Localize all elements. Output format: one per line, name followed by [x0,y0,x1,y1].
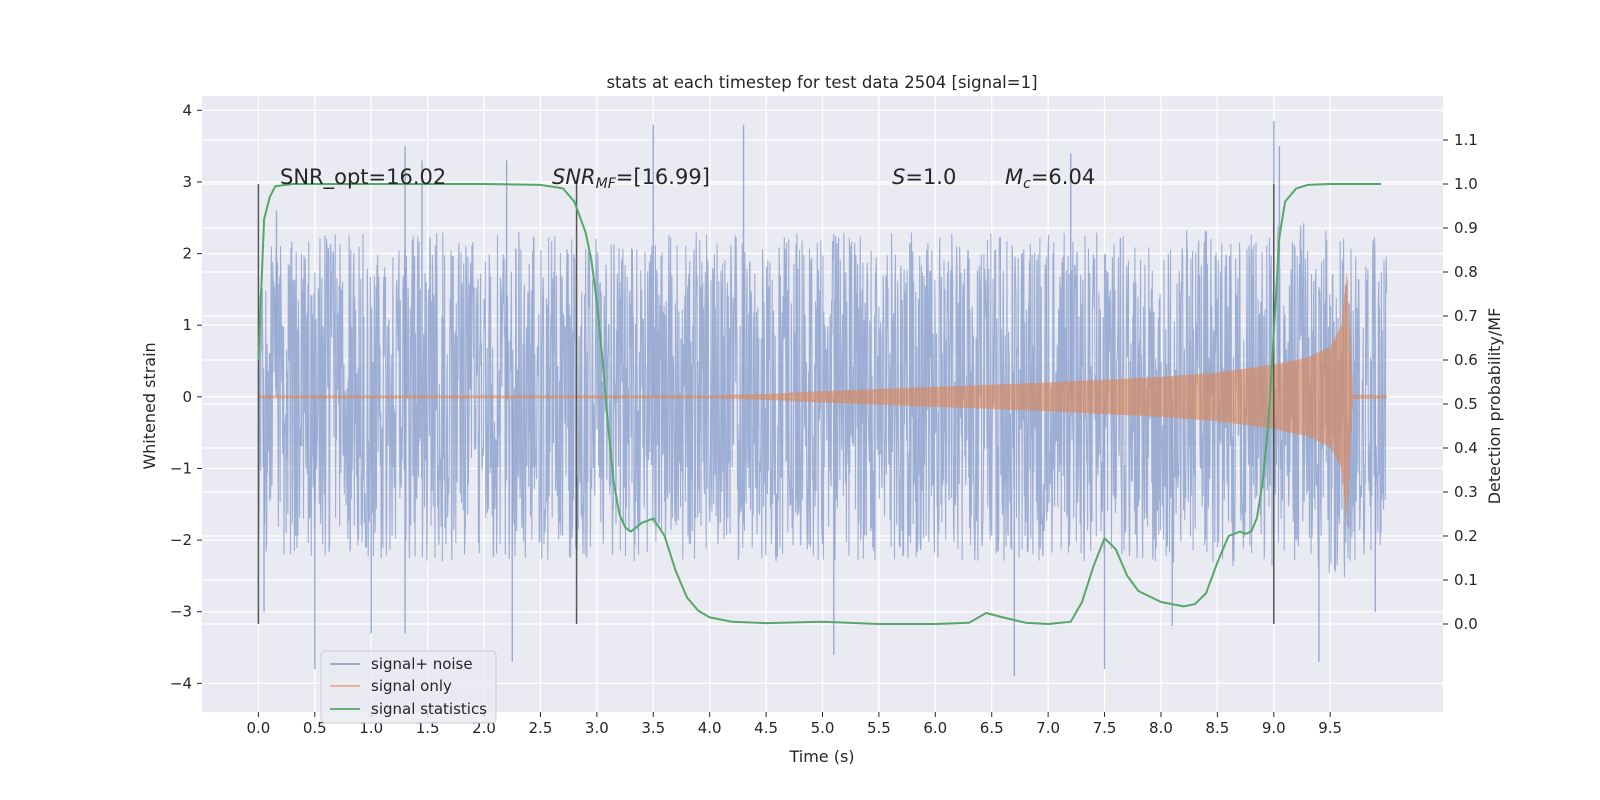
series-line-signal-plus-noise [257,223,1388,578]
series-line-signal-statistics [257,183,1381,625]
annotations: SNR_opt=16.02 SNRMF=[16.99] S=1.0 Mc=6.0… [280,165,1095,192]
y-right-tick-label: 0.5 [1454,395,1478,413]
annotation-s: S=1.0 [892,165,956,189]
legend: signal+ noise signal only signal statist… [320,650,497,724]
y-right-tick-label: 1.1 [1454,131,1478,149]
x-tick-label: 6.0 [923,719,947,737]
legend-label-signal-statistics: signal statistics [371,700,487,718]
y-tick-label: −4 [170,674,192,692]
x-tick-label: 9.0 [1262,719,1286,737]
legend-label-signal-only: signal only [371,677,452,695]
series-signal-only [257,273,1388,526]
x-tick-label: 7.0 [1036,719,1060,737]
series-line-signal-only [257,273,1388,526]
y-tick-label: 0 [182,388,192,406]
y-tick-label: 3 [182,173,192,191]
y-right-tick-label: 1.0 [1454,175,1478,193]
y-axis-right-ticks: 0.0 0.1 0.2 0.3 0.4 0.5 0.6 0.7 0.8 0.9 1.0 1.1 [1443,131,1478,633]
y-right-tick-label: 0.3 [1454,483,1478,501]
x-axis-title: Time (s) [788,747,854,766]
y-right-tick-label: 0.6 [1454,351,1478,369]
annotation-snr-opt: SNR_opt=16.02 [280,165,446,190]
series-signal-statistics [257,183,1381,625]
x-tick-label: 8.0 [1149,719,1173,737]
series-signal-plus-noise [257,121,1388,677]
y-right-tick-label: 0.7 [1454,307,1478,325]
legend-label-signal-plus-noise: signal+ noise [371,655,473,673]
x-tick-label: 0.0 [246,719,270,737]
y-tick-label: 4 [182,101,192,119]
chart-title: stats at each timestep for test data 250… [606,73,1037,92]
y-right-tick-label: 0.1 [1454,571,1478,589]
y-tick-label: 2 [182,245,192,263]
y-right-tick-label: 0.4 [1454,439,1478,457]
x-tick-label: 9.5 [1318,719,1342,737]
x-tick-label: 0.5 [303,719,327,737]
y-right-tick-label: 0.2 [1454,527,1478,545]
y-right-tick-label: 0.8 [1454,263,1478,281]
annotation-snr-mf: SNRMF=[16.99] [552,165,710,192]
y-tick-label: −1 [170,459,192,477]
x-tick-label: 4.5 [754,719,778,737]
annotation-mc: Mc=6.04 [1005,165,1095,192]
legend-box [320,650,497,724]
y-axis-title: Whitened strain [140,342,159,469]
x-tick-label: 7.5 [1093,719,1117,737]
x-tick-label: 2.5 [529,719,553,737]
x-tick-label: 3.5 [641,719,665,737]
x-tick-label: 5.5 [867,719,891,737]
x-tick-label: 3.0 [585,719,609,737]
x-tick-label: 6.5 [980,719,1004,737]
y-tick-label: −2 [170,531,192,549]
vertical-markers [257,184,1275,624]
x-tick-label: 5.0 [811,719,835,737]
y-right-tick-label: 0.9 [1454,219,1478,237]
y-axis-right-title: Detection probability/MF [1485,308,1504,505]
x-tick-label: 8.5 [1205,719,1229,737]
y-tick-label: 1 [182,316,192,334]
y-right-tick-label: 0.0 [1454,615,1478,633]
y-axis-ticks: −4 −3 −2 −1 0 1 2 3 4 [170,101,202,692]
y-tick-label: −3 [170,603,192,621]
x-tick-label: 4.0 [698,719,722,737]
